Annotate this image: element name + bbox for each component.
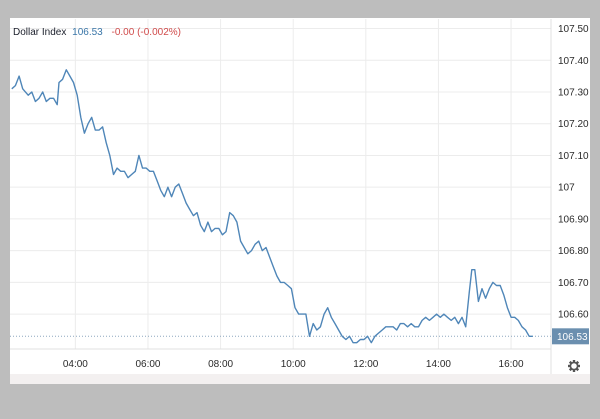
last-price-tag-label: 106.53: [557, 332, 588, 343]
y-tick-label: 107.10: [558, 151, 589, 162]
legend: Dollar Index 106.53 -0.00 (-0.002%): [13, 27, 181, 38]
x-tick-label: 06:00: [135, 359, 160, 370]
footer-strip: [10, 374, 590, 384]
x-tick-label: 14:00: [426, 359, 451, 370]
last-price-tag: [552, 328, 589, 345]
x-tick-label: 10:00: [281, 359, 306, 370]
x-tick-label: 16:00: [499, 359, 524, 370]
top-band: [0, 0, 600, 18]
y-tick-label: 106.90: [558, 214, 589, 225]
gear-tooth: [572, 360, 576, 363]
y-tick-label: 106.60: [558, 310, 589, 321]
y-tick-label: 107.40: [558, 56, 589, 67]
y-tick-label: 107.50: [558, 24, 589, 35]
gear-ring: [569, 361, 579, 371]
y-tick-label: 106.70: [558, 278, 589, 289]
instrument-price: 106.53: [72, 27, 103, 38]
x-tick-label: 12:00: [353, 359, 378, 370]
instrument-change: -0.00 (-0.002%): [111, 27, 181, 38]
x-tick-label: 04:00: [63, 359, 88, 370]
gear-icon[interactable]: [568, 360, 580, 372]
instrument-name: Dollar Index: [13, 27, 67, 38]
y-tick-label: 107: [558, 183, 575, 194]
y-tick-label: 107.20: [558, 119, 589, 130]
gear-tooth: [572, 369, 576, 372]
x-tick-label: 08:00: [208, 359, 233, 370]
chart-card: [10, 18, 590, 384]
price-series-line: [11, 69, 533, 344]
bottom-band: [0, 384, 600, 419]
y-tick-label: 106.80: [558, 246, 589, 257]
y-tick-label: 107.30: [558, 87, 589, 98]
